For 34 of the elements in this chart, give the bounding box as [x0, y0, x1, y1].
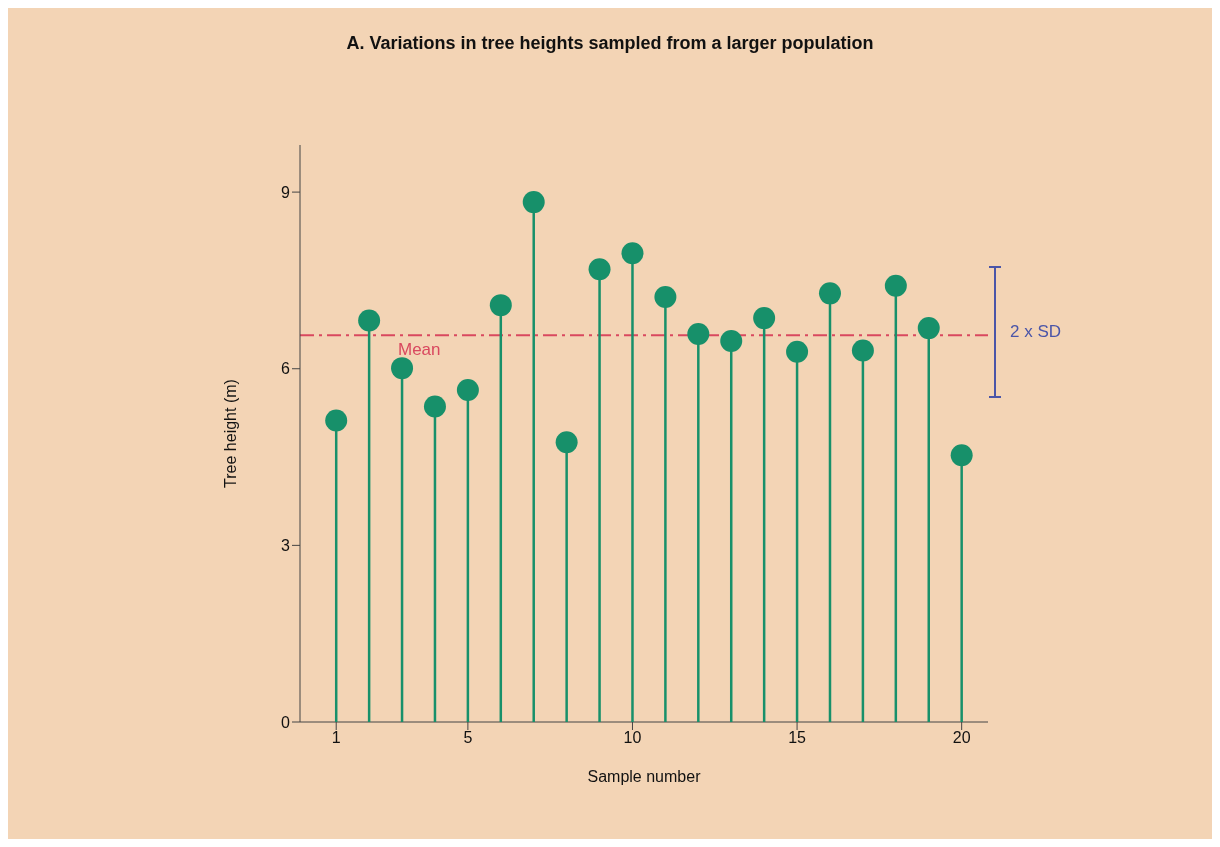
point: [917, 317, 940, 340]
point: [489, 294, 512, 317]
point: [621, 242, 644, 265]
x-tick-label: 20: [952, 729, 971, 747]
y-tick-label: 9: [281, 183, 291, 201]
point: [325, 409, 348, 432]
x-tick-label: 10: [623, 729, 642, 747]
point: [654, 285, 677, 308]
point: [720, 330, 743, 353]
y-tick-label: 3: [281, 537, 291, 555]
point: [391, 357, 414, 380]
point: [456, 378, 479, 401]
ref-line-label: Mean: [398, 340, 441, 360]
point: [753, 307, 776, 330]
point: [522, 191, 545, 214]
y-tick-label: 0: [281, 713, 291, 731]
point: [423, 395, 446, 418]
point: [687, 323, 710, 345]
point: [950, 444, 973, 467]
x-tick-label: 5: [463, 729, 473, 747]
point: [786, 340, 809, 363]
chart-title: A. Variations in tree heights sampled from a larger population: [345, 31, 875, 55]
text: 2 x SD: [1010, 322, 1062, 342]
point: [818, 282, 841, 305]
point: [884, 274, 907, 297]
point: [358, 309, 381, 332]
x-tick-label: 15: [788, 729, 807, 747]
y-tick-label: 6: [281, 360, 291, 378]
x-tick-label: 1: [331, 729, 341, 747]
point: [555, 431, 578, 454]
x-axis-title: Sample number: [587, 768, 702, 785]
y-axis-title: Tree height (m): [221, 379, 239, 488]
point: [588, 258, 611, 281]
point: [851, 339, 874, 362]
